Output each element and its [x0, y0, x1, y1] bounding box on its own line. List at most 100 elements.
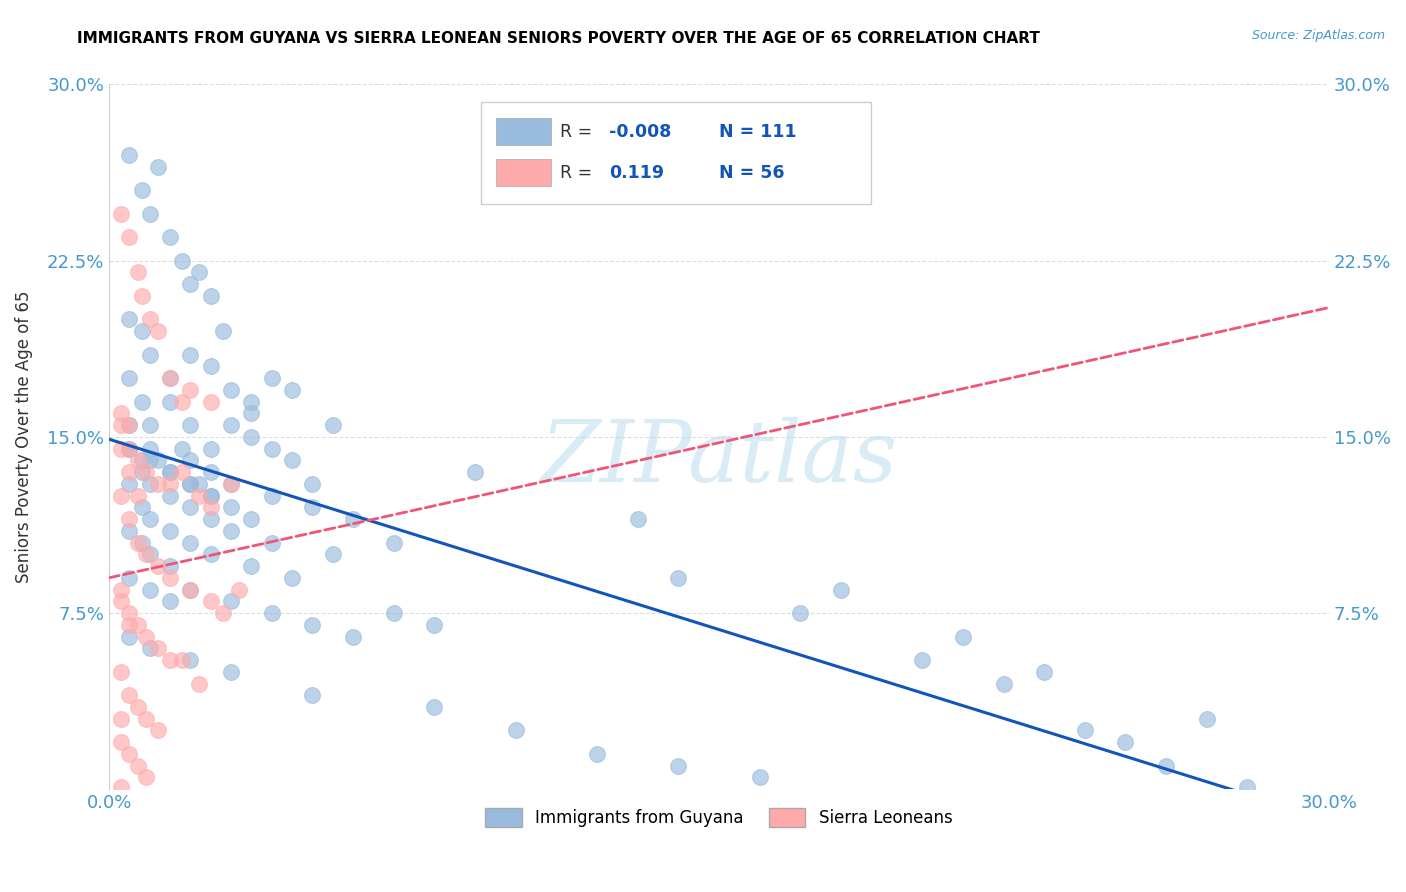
Point	[301, 500, 323, 515]
Point	[179, 418, 201, 433]
Point	[139, 547, 162, 561]
Point	[118, 148, 141, 162]
Text: N = 111: N = 111	[718, 123, 797, 141]
Point	[159, 559, 181, 574]
Point	[219, 500, 242, 515]
Point	[281, 383, 304, 397]
Point	[118, 442, 141, 456]
Point	[219, 665, 242, 679]
Point	[1033, 665, 1056, 679]
Point	[240, 406, 263, 420]
Point	[748, 771, 770, 785]
Point	[260, 606, 283, 620]
Point	[179, 535, 201, 549]
Point	[228, 582, 250, 597]
Point	[666, 571, 689, 585]
Point	[118, 230, 141, 244]
Point	[179, 476, 201, 491]
FancyBboxPatch shape	[496, 159, 551, 186]
Point	[219, 418, 242, 433]
Point	[586, 747, 609, 761]
Point	[118, 747, 141, 761]
Point	[200, 394, 222, 409]
Point	[110, 489, 132, 503]
Point	[131, 394, 153, 409]
Point	[993, 676, 1015, 690]
Point	[179, 476, 201, 491]
Point	[131, 289, 153, 303]
Point	[159, 465, 181, 479]
Point	[135, 630, 157, 644]
Text: ZIPatlas: ZIPatlas	[540, 417, 897, 500]
Point	[281, 453, 304, 467]
Point	[200, 512, 222, 526]
Point	[159, 394, 181, 409]
Point	[110, 418, 132, 433]
Point	[159, 524, 181, 538]
Point	[830, 582, 852, 597]
Point	[127, 700, 149, 714]
Point	[127, 489, 149, 503]
Point	[159, 465, 181, 479]
Point	[131, 324, 153, 338]
Legend: Immigrants from Guyana, Sierra Leoneans: Immigrants from Guyana, Sierra Leoneans	[478, 802, 959, 834]
Point	[118, 571, 141, 585]
Point	[301, 617, 323, 632]
FancyBboxPatch shape	[496, 119, 551, 145]
Point	[159, 594, 181, 608]
Point	[146, 160, 169, 174]
Point	[200, 500, 222, 515]
Point	[110, 207, 132, 221]
Point	[135, 771, 157, 785]
Point	[159, 489, 181, 503]
Point	[240, 512, 263, 526]
Point	[127, 265, 149, 279]
Point	[118, 630, 141, 644]
Point	[260, 535, 283, 549]
Point	[382, 535, 405, 549]
Text: -0.008: -0.008	[609, 123, 672, 141]
Point	[179, 653, 201, 667]
Point	[159, 571, 181, 585]
Point	[118, 476, 141, 491]
Text: N = 56: N = 56	[718, 163, 785, 182]
Point	[219, 476, 242, 491]
Point	[952, 630, 974, 644]
Point	[127, 535, 149, 549]
Point	[200, 465, 222, 479]
Point	[219, 594, 242, 608]
Point	[131, 453, 153, 467]
Point	[1195, 712, 1218, 726]
Point	[159, 230, 181, 244]
Point	[118, 371, 141, 385]
Text: R =: R =	[561, 163, 598, 182]
Point	[187, 476, 209, 491]
Point	[179, 582, 201, 597]
Point	[342, 512, 364, 526]
Point	[139, 512, 162, 526]
Point	[110, 665, 132, 679]
Point	[627, 512, 650, 526]
Point	[118, 524, 141, 538]
Text: Source: ZipAtlas.com: Source: ZipAtlas.com	[1251, 29, 1385, 42]
Point	[200, 489, 222, 503]
Point	[110, 735, 132, 749]
Text: R =: R =	[561, 123, 598, 141]
Point	[1114, 735, 1136, 749]
Point	[118, 442, 141, 456]
Point	[146, 476, 169, 491]
Point	[260, 442, 283, 456]
Text: 0.119: 0.119	[609, 163, 664, 182]
Point	[118, 442, 141, 456]
Point	[110, 582, 132, 597]
Point	[179, 500, 201, 515]
Point	[187, 676, 209, 690]
Point	[666, 758, 689, 772]
Point	[131, 535, 153, 549]
Point	[187, 265, 209, 279]
Point	[139, 476, 162, 491]
Point	[135, 547, 157, 561]
Point	[179, 453, 201, 467]
Point	[301, 688, 323, 702]
Point	[139, 641, 162, 656]
